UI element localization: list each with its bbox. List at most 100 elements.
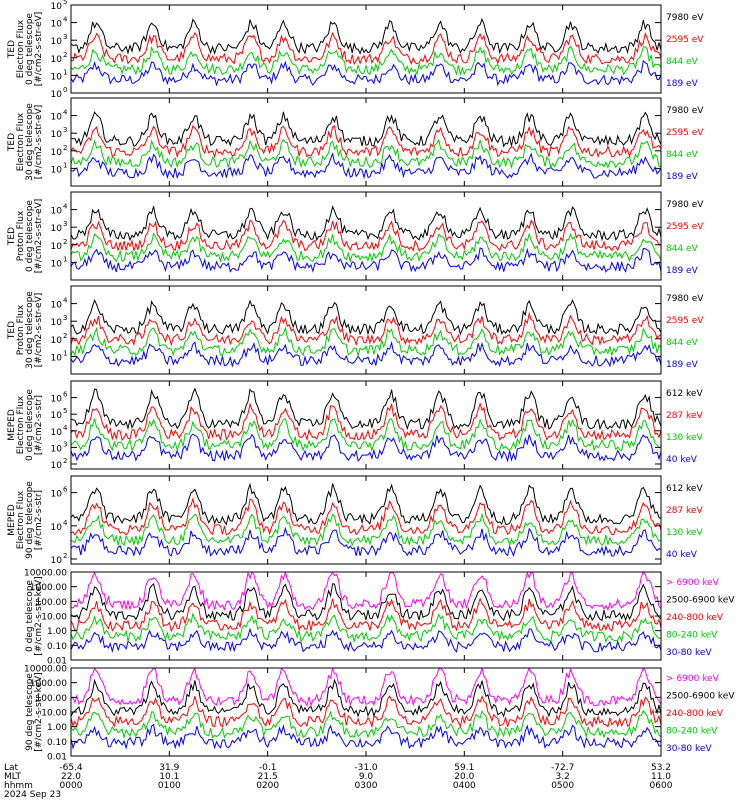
y-tick-label: 100.00 [36,598,68,608]
panel-7: 0.01 0.10 1.00 10.00 100.00 1000.00 10000.000 … [24,569,735,667]
y-tick-exponent: 3 [63,314,67,322]
legend-entry: 844 eV [666,57,699,67]
panel-4-traces [71,298,661,368]
panel-8: 0.01 0.10 1.00 10.00 100.00 1000.00 10000.0090… [24,665,735,763]
panel-ylabel-line: [#/cm2-s-str-keV] [34,672,44,751]
legend-entry: 130 keV [666,528,703,538]
trace-30-80-kev [71,723,661,750]
y-tick-label: 10 [51,428,63,438]
trace-240-800-kev [71,597,661,633]
panel-1-traces [71,17,661,87]
trace-287-kev [71,401,661,442]
y-tick-label: 10 [51,130,63,140]
trace-189-ev [71,152,661,180]
legend-entry: 2500-6900 keV [666,595,735,605]
x-tick-hhmm: 0100 [158,781,181,791]
y-tick-exponent: 3 [63,220,67,228]
y-tick-label: 10 [51,353,63,363]
panel-ylabel-line: 0 deg telescope [25,200,35,272]
panel-ylabel-line: [#/cm2-s-str-eV] [34,105,44,180]
panel-ylabel-line: [#/cm2-s-str] [34,490,44,550]
trace-7980-ev [71,298,661,337]
panel-ylabel-line: Proton Flux [16,210,26,261]
x-tick-mlt: 10.1 [159,772,179,782]
legend-entry: 80-240 keV [666,727,718,737]
legend-entry: 287 keV [666,411,703,421]
panel-ylabel-line: 0 deg telescope [25,13,35,85]
y-tick-exponent: 1 [63,255,67,263]
y-tick-exponent: 1 [63,161,67,169]
x-tick-lat: 31.9 [159,763,179,773]
x-tick-hhmm: 0500 [551,781,574,791]
legend-entry: 189 eV [666,172,699,182]
axis-row-label: 2024 Sep 23 [4,790,61,800]
legend-entry: 7980 eV [666,106,704,116]
y-tick-exponent: 0 [63,86,67,94]
x-tick-lat: -31.0 [354,763,378,773]
legend-entry: 2595 eV [666,316,704,326]
y-tick-label: 10 [51,20,63,30]
panel-ylabel-line: Electron Flux [16,490,26,549]
panel-3-traces [71,205,661,273]
panel-6-traces [71,482,661,557]
panel-ylabel-line: Electron Flux [16,19,26,78]
y-tick-label: 1000.00 [30,679,67,689]
y-tick-exponent: 2 [63,457,67,465]
panel-ylabel-line: [#/cm2-s-str] [34,395,44,455]
x-tick-hhmm: 0000 [60,781,83,791]
trace-189-ev [71,247,661,273]
legend-entry: 612 keV [666,484,703,494]
panel-ylabel-line: TED [7,321,17,340]
panel-ylabel-line: [#/cm2-s-str-eV] [34,293,44,368]
x-tick-mlt: 9.0 [359,772,374,782]
y-tick-label: 10 [51,523,63,533]
y-tick-exponent: 2 [63,238,67,246]
legend-entry: 612 keV [666,389,703,399]
y-tick-label: 10.00 [41,613,67,623]
legend-entry: 240-800 keV [666,709,724,719]
y-tick-label: 10 [51,148,63,158]
trace-80-240-kev [71,709,661,740]
legend-entry: 189 eV [666,266,699,276]
panel-ylabel-line: 0 deg telescope [25,580,35,652]
panel-ylabel-line: 30 deg telescope [25,103,35,181]
y-tick-exponent: 4 [63,16,68,24]
x-tick-lat: -0.1 [259,763,277,773]
y-tick-label: 10 [51,556,63,566]
legend-entry: 844 eV [666,150,699,160]
y-tick-label: 10 [51,113,63,123]
panel-ylabel-line: MEPED [7,409,17,441]
x-tick-lat: 53.2 [651,763,671,773]
y-tick-label: 10 [51,90,63,100]
y-tick-exponent: 6 [63,486,68,494]
trace-844-ev [71,45,661,77]
panel-ylabel-line: 0 deg telescope [25,389,35,461]
panel-ylabel-line: Electron Flux [16,395,26,454]
legend-entry: 189 eV [666,360,699,370]
trace-2500-6900-kev [71,582,661,622]
x-tick-lat: 59.1 [454,763,474,773]
x-tick-hhmm: 0400 [453,781,476,791]
y-tick-label: 0.01 [47,657,67,667]
trace-189-ev [71,59,661,87]
panel-ylabel-line: [#/cm2-s-str-eV] [34,199,44,274]
x-tick-hhmm: 0200 [256,781,279,791]
trace-612-kev [71,387,661,431]
trace-2500-6900-kev [71,678,661,718]
trace-80-240-kev [71,612,661,644]
y-tick-exponent: 3 [63,440,67,448]
y-tick-label: 10000.00 [24,665,67,675]
y-tick-exponent: 4 [63,424,68,432]
y-tick-label: 10 [51,318,63,328]
y-tick-label: 10 [51,301,63,311]
y-tick-label: 10.00 [41,709,67,719]
y-tick-exponent: 3 [63,126,67,134]
y-tick-label: 10 [51,411,63,421]
y-tick-exponent: 4 [63,519,68,527]
